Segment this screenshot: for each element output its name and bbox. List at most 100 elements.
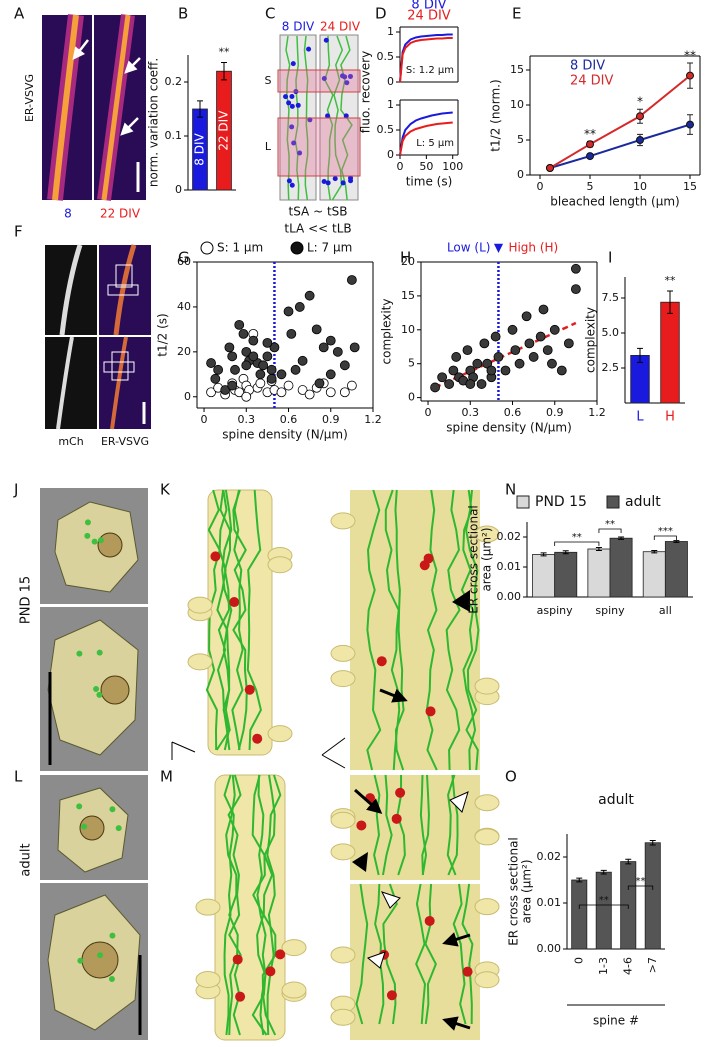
- significance-bracket: [598, 528, 622, 533]
- y-tick-label: 0: [387, 148, 394, 161]
- point: [325, 369, 336, 380]
- x-tick-label: 0: [201, 413, 208, 426]
- region-label: L: [265, 140, 272, 153]
- point: [238, 328, 249, 339]
- er-exit-site: [290, 61, 296, 67]
- point: [346, 275, 357, 285]
- legend-label: 8 DIV: [570, 59, 605, 74]
- category-label: spiny: [595, 604, 625, 617]
- point: [476, 379, 487, 389]
- panel-label: J: [13, 481, 18, 499]
- er-tubule: [465, 489, 480, 771]
- er-exit-site: [325, 113, 331, 119]
- significance-bracket: [653, 535, 677, 540]
- x-tick-label: 0.6: [280, 413, 298, 426]
- point: [248, 351, 259, 362]
- y-tick-label: 5.0: [602, 326, 620, 339]
- point: [500, 365, 511, 376]
- point: [479, 338, 490, 349]
- point: [636, 112, 644, 121]
- x-axis-label: spine #: [593, 1014, 639, 1028]
- er-exit-site: [289, 93, 295, 99]
- annotation: L: 5 µm: [416, 138, 454, 149]
- er-profile: [96, 649, 103, 656]
- psd: [376, 656, 387, 667]
- er-profile: [84, 519, 91, 526]
- y-tick-label: 7.5: [602, 291, 620, 304]
- er-profile: [115, 825, 122, 832]
- er-exit-site: [321, 75, 327, 81]
- error-bar: [197, 100, 203, 118]
- series-line: [399, 111, 453, 156]
- spine: [330, 946, 356, 964]
- spine: [474, 971, 500, 989]
- psd: [275, 949, 286, 960]
- panel-label: L: [14, 768, 23, 786]
- chart-title: adult: [598, 792, 634, 808]
- category-label: 4-6: [621, 957, 634, 975]
- spine: [267, 556, 293, 574]
- series-line: [399, 121, 453, 156]
- y-tick-label: 5: [408, 357, 415, 370]
- arrow: [120, 117, 139, 136]
- er-tubule: [424, 883, 437, 1025]
- psd: [462, 966, 473, 977]
- psd: [232, 954, 243, 965]
- point: [437, 372, 448, 383]
- series-line: [549, 123, 691, 169]
- error-bar: [221, 62, 227, 81]
- error-bar: [576, 877, 583, 883]
- point: [297, 355, 308, 366]
- point: [206, 387, 216, 398]
- point: [286, 328, 297, 339]
- point: [318, 342, 329, 353]
- y-tick-label: 5: [517, 133, 524, 146]
- stain-label: ER-VSVG: [23, 74, 36, 122]
- x-tick-label: 1.2: [364, 413, 382, 426]
- channel-label: mCh: [58, 435, 83, 448]
- point: [258, 360, 269, 371]
- er-tubule: [445, 489, 461, 771]
- er-exit-site: [295, 102, 301, 108]
- er-exit-site: [344, 80, 350, 86]
- legend-label: 24 DIV: [407, 9, 451, 24]
- er-exit-site: [325, 180, 331, 186]
- bar: [532, 554, 556, 598]
- error-bar: [540, 552, 547, 557]
- spine: [474, 828, 500, 846]
- point: [241, 391, 252, 402]
- er-tubule: [266, 774, 282, 1036]
- er-exit-site: [286, 178, 292, 184]
- bar: [587, 548, 611, 598]
- dendrite: [56, 336, 74, 430]
- panel-label: H: [400, 249, 411, 267]
- y-axis-label: norm. variation coeff.: [147, 58, 161, 187]
- bar: [642, 551, 666, 598]
- arrow: [354, 788, 383, 814]
- psd: [424, 915, 435, 926]
- point: [528, 352, 539, 362]
- point: [276, 369, 287, 380]
- legend-label: S: 1 µm: [217, 241, 263, 255]
- x-axis-label: spine density (N/µm): [446, 421, 572, 435]
- point: [493, 352, 504, 362]
- point: [546, 164, 554, 172]
- er-exit-site: [323, 37, 329, 43]
- y-tick-label: 0.00: [497, 590, 522, 603]
- y-tick-label: 20: [401, 255, 415, 268]
- error-bar: [637, 347, 643, 363]
- category-label: H: [665, 410, 675, 425]
- panel-label: I: [608, 249, 612, 267]
- age-label: 8: [64, 207, 72, 221]
- y-tick-label: 0: [175, 183, 182, 196]
- point: [283, 380, 294, 391]
- arrowhead: [452, 590, 470, 612]
- er-profile: [91, 538, 98, 545]
- x-tick-label: 0.3: [238, 413, 256, 426]
- y-tick-label: 60: [177, 255, 191, 268]
- er-tubule: [381, 774, 393, 876]
- er-profile: [76, 650, 83, 657]
- point: [241, 346, 252, 357]
- significance-bracket: [578, 904, 629, 909]
- point: [538, 304, 549, 315]
